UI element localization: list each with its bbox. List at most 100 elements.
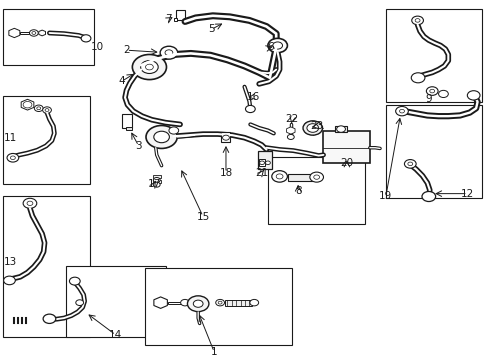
Circle shape bbox=[43, 314, 56, 323]
Bar bbox=[288, 174, 312, 181]
Circle shape bbox=[154, 131, 169, 143]
Bar bbox=[259, 159, 264, 166]
Circle shape bbox=[421, 192, 435, 202]
Circle shape bbox=[426, 87, 437, 95]
Circle shape bbox=[187, 296, 208, 312]
Circle shape bbox=[145, 64, 153, 70]
Text: 15: 15 bbox=[196, 212, 209, 221]
Text: 14: 14 bbox=[109, 330, 122, 340]
Text: 6: 6 bbox=[266, 42, 273, 52]
Polygon shape bbox=[21, 99, 34, 110]
Circle shape bbox=[76, 300, 83, 306]
Circle shape bbox=[42, 107, 51, 113]
Bar bbox=[334, 126, 346, 132]
Bar bbox=[174, 18, 177, 22]
Text: 20: 20 bbox=[340, 158, 353, 168]
Bar bbox=[153, 175, 160, 178]
Text: 12: 12 bbox=[460, 189, 473, 199]
Circle shape bbox=[27, 201, 33, 206]
Circle shape bbox=[153, 177, 160, 183]
Bar bbox=[122, 114, 132, 128]
Text: 23: 23 bbox=[309, 121, 323, 131]
Circle shape bbox=[410, 73, 424, 83]
Polygon shape bbox=[154, 297, 167, 309]
Text: 18: 18 bbox=[219, 168, 232, 178]
Circle shape bbox=[399, 109, 404, 113]
Text: 5: 5 bbox=[207, 24, 214, 35]
Circle shape bbox=[215, 300, 224, 306]
Bar bbox=[323, 131, 369, 163]
Bar bbox=[385, 9, 482, 102]
Bar bbox=[126, 127, 132, 130]
Text: 16: 16 bbox=[246, 92, 259, 102]
Circle shape bbox=[37, 107, 41, 110]
Circle shape bbox=[245, 105, 255, 113]
Circle shape bbox=[10, 156, 15, 159]
Text: 10: 10 bbox=[90, 42, 103, 52]
Bar bbox=[385, 105, 482, 198]
Circle shape bbox=[259, 161, 264, 165]
Circle shape bbox=[141, 60, 158, 73]
Circle shape bbox=[271, 171, 287, 182]
Bar bbox=[176, 10, 184, 21]
Circle shape bbox=[3, 276, 15, 285]
Circle shape bbox=[164, 50, 172, 55]
Circle shape bbox=[29, 30, 38, 36]
Circle shape bbox=[395, 107, 407, 116]
Bar bbox=[153, 180, 160, 183]
Circle shape bbox=[411, 16, 423, 25]
Circle shape bbox=[193, 300, 203, 307]
Circle shape bbox=[265, 161, 270, 165]
Bar bbox=[3, 9, 94, 65]
Circle shape bbox=[168, 127, 178, 134]
Circle shape bbox=[146, 126, 177, 148]
Circle shape bbox=[267, 39, 287, 53]
Circle shape bbox=[34, 105, 43, 112]
Polygon shape bbox=[9, 28, 20, 38]
Circle shape bbox=[23, 102, 32, 108]
Circle shape bbox=[313, 175, 319, 179]
Circle shape bbox=[218, 301, 222, 304]
Bar bbox=[20, 32, 29, 34]
Text: 7: 7 bbox=[165, 14, 172, 24]
Text: 2: 2 bbox=[123, 45, 129, 55]
Circle shape bbox=[180, 300, 189, 306]
Bar bbox=[258, 151, 271, 169]
Circle shape bbox=[303, 121, 322, 135]
Circle shape bbox=[467, 91, 479, 100]
Text: 13: 13 bbox=[4, 257, 17, 267]
Bar bbox=[267, 157, 365, 224]
Circle shape bbox=[45, 109, 49, 112]
Circle shape bbox=[272, 42, 282, 49]
Circle shape bbox=[287, 134, 294, 139]
Circle shape bbox=[306, 124, 318, 132]
Bar bbox=[65, 266, 166, 337]
Circle shape bbox=[222, 135, 229, 140]
Bar bbox=[3, 196, 90, 337]
Circle shape bbox=[404, 159, 415, 168]
Text: 22: 22 bbox=[285, 114, 298, 124]
Circle shape bbox=[407, 162, 412, 166]
Circle shape bbox=[153, 182, 160, 187]
Circle shape bbox=[23, 198, 37, 208]
Circle shape bbox=[32, 32, 36, 35]
Circle shape bbox=[7, 153, 19, 162]
Text: 11: 11 bbox=[4, 133, 17, 143]
Polygon shape bbox=[286, 127, 294, 134]
Circle shape bbox=[414, 19, 419, 22]
Text: 21: 21 bbox=[254, 168, 267, 178]
Text: 4: 4 bbox=[118, 76, 124, 86]
Text: 17: 17 bbox=[147, 179, 161, 189]
Circle shape bbox=[132, 54, 166, 80]
Circle shape bbox=[438, 90, 447, 98]
Bar bbox=[3, 96, 90, 184]
Text: 3: 3 bbox=[135, 141, 142, 151]
Bar bbox=[221, 132, 229, 142]
Text: 19: 19 bbox=[379, 191, 392, 201]
Circle shape bbox=[160, 46, 177, 59]
Text: 1: 1 bbox=[210, 347, 217, 357]
Circle shape bbox=[336, 126, 345, 132]
Text: 9: 9 bbox=[425, 94, 431, 104]
Text: 8: 8 bbox=[294, 186, 301, 197]
Bar bbox=[224, 301, 251, 306]
